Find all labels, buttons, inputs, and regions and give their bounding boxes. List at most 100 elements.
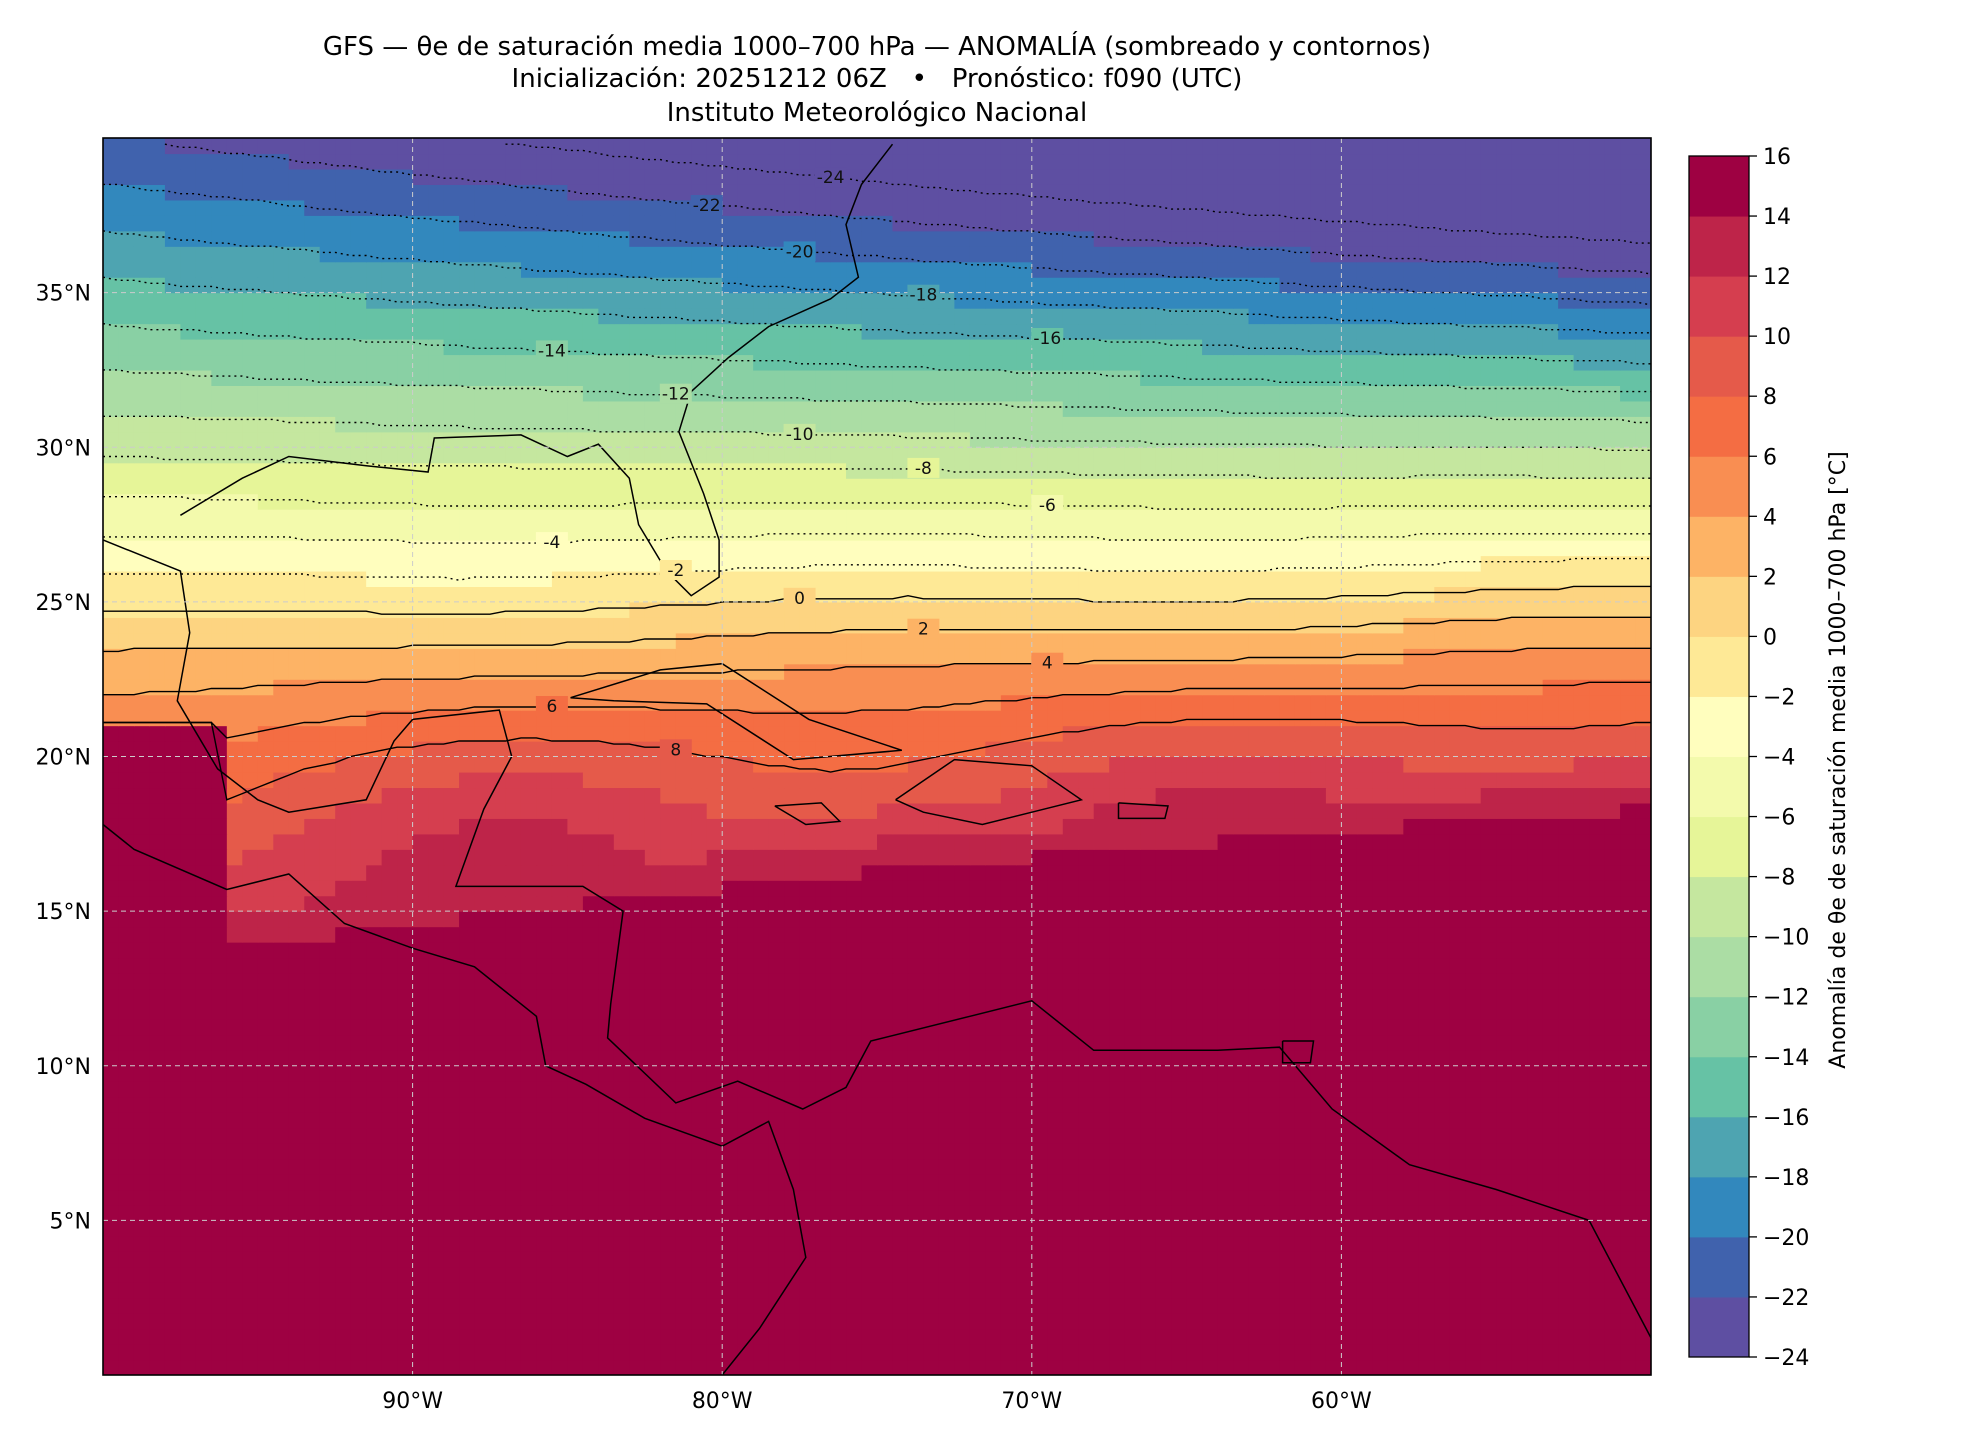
field-cell bbox=[567, 1143, 584, 1160]
field-cell bbox=[861, 1050, 878, 1067]
field-cell bbox=[1140, 725, 1157, 742]
field-cell bbox=[257, 1173, 274, 1191]
field-cell bbox=[536, 1235, 553, 1252]
field-cell bbox=[675, 895, 692, 912]
field-cell bbox=[397, 1282, 414, 1299]
field-cell bbox=[1527, 1158, 1544, 1175]
field-cell bbox=[103, 833, 120, 850]
field-cell bbox=[1465, 802, 1482, 819]
field-cell bbox=[846, 880, 863, 897]
field-cell bbox=[938, 1034, 955, 1051]
field-cell bbox=[1031, 1282, 1048, 1299]
field-cell bbox=[815, 1173, 832, 1191]
field-cell bbox=[1558, 1297, 1575, 1314]
field-cell bbox=[1527, 663, 1544, 680]
field-cell bbox=[1217, 1143, 1234, 1160]
field-cell bbox=[226, 1220, 243, 1237]
field-cell bbox=[366, 1050, 383, 1067]
field-cell bbox=[1480, 942, 1497, 959]
field-cell bbox=[1186, 988, 1203, 1005]
field-cell bbox=[660, 1220, 677, 1237]
field-cell bbox=[675, 1189, 692, 1206]
field-cell bbox=[938, 1158, 955, 1175]
field-cell bbox=[1527, 1127, 1544, 1144]
field-cell bbox=[350, 617, 367, 634]
field-cell bbox=[861, 679, 878, 696]
field-cell bbox=[706, 1313, 723, 1330]
field-cell bbox=[366, 1235, 383, 1252]
field-cell bbox=[923, 926, 940, 943]
field-cell bbox=[923, 771, 940, 789]
field-cell bbox=[1078, 895, 1095, 912]
field-cell bbox=[242, 601, 259, 618]
field-cell bbox=[1093, 771, 1110, 789]
field-cell bbox=[598, 818, 615, 835]
field-cell bbox=[1403, 771, 1420, 789]
field-cell bbox=[242, 771, 259, 789]
field-cell bbox=[1480, 1328, 1497, 1345]
field-cell bbox=[257, 1328, 274, 1345]
field-cell bbox=[613, 1282, 630, 1299]
field-cell bbox=[969, 1173, 986, 1191]
field-cell bbox=[1573, 895, 1590, 912]
field-cell bbox=[1248, 694, 1265, 711]
field-cell bbox=[273, 1189, 290, 1206]
field-cell bbox=[304, 1143, 321, 1160]
field-cell bbox=[1047, 972, 1064, 990]
field-cell bbox=[1542, 1251, 1559, 1268]
field-cell bbox=[706, 756, 723, 773]
field-cell bbox=[1480, 1297, 1497, 1314]
field-cell bbox=[877, 1189, 894, 1206]
field-cell bbox=[753, 694, 770, 711]
field-cell bbox=[1124, 787, 1141, 804]
field-cell bbox=[273, 710, 290, 727]
field-cell bbox=[335, 880, 352, 897]
field-cell bbox=[1264, 1003, 1281, 1020]
field-cell bbox=[1078, 771, 1095, 789]
field-cell bbox=[1171, 1328, 1188, 1345]
field-cell bbox=[133, 972, 151, 990]
field-cell bbox=[133, 802, 151, 819]
field-cell bbox=[1124, 1313, 1141, 1330]
field-cell bbox=[1418, 911, 1435, 928]
field-cell bbox=[861, 833, 878, 850]
field-cell bbox=[288, 1019, 305, 1036]
field-cell bbox=[1511, 1034, 1528, 1051]
field-cell bbox=[443, 1359, 460, 1375]
field-cell bbox=[1124, 1328, 1141, 1345]
field-cell bbox=[706, 1143, 723, 1160]
field-cell bbox=[582, 756, 599, 773]
field-cell bbox=[969, 957, 986, 974]
field-cell bbox=[381, 1328, 398, 1345]
field-cell bbox=[1635, 1173, 1651, 1191]
field-cell bbox=[737, 1251, 754, 1268]
field-cell bbox=[1604, 1266, 1621, 1283]
field-cell bbox=[1124, 617, 1141, 634]
field-cell bbox=[1573, 833, 1590, 850]
field-cell bbox=[737, 601, 754, 618]
field-cell bbox=[1310, 694, 1327, 711]
field-cell bbox=[815, 818, 832, 835]
field-cell bbox=[1372, 741, 1389, 758]
field-cell bbox=[1031, 710, 1048, 727]
field-cell bbox=[1000, 1081, 1017, 1098]
field-cell bbox=[1387, 1220, 1404, 1237]
field-cell bbox=[1062, 972, 1079, 990]
field-cell bbox=[768, 771, 785, 789]
field-cell bbox=[1248, 1143, 1265, 1160]
field-cell bbox=[1356, 1251, 1373, 1268]
field-cell bbox=[1279, 972, 1296, 990]
field-cell bbox=[180, 1019, 197, 1036]
field-cell bbox=[1093, 1034, 1110, 1051]
field-cell bbox=[319, 601, 336, 618]
field-cell bbox=[1341, 849, 1358, 866]
field-cell bbox=[1171, 818, 1188, 835]
field-cell bbox=[1171, 1313, 1188, 1330]
field-cell bbox=[164, 1313, 181, 1330]
field-cell bbox=[1186, 1050, 1203, 1067]
field-cell bbox=[768, 895, 785, 912]
field-cell bbox=[644, 1282, 661, 1299]
field-cell bbox=[954, 957, 971, 974]
field-cell bbox=[1140, 1359, 1157, 1375]
field-cell bbox=[969, 1003, 986, 1020]
